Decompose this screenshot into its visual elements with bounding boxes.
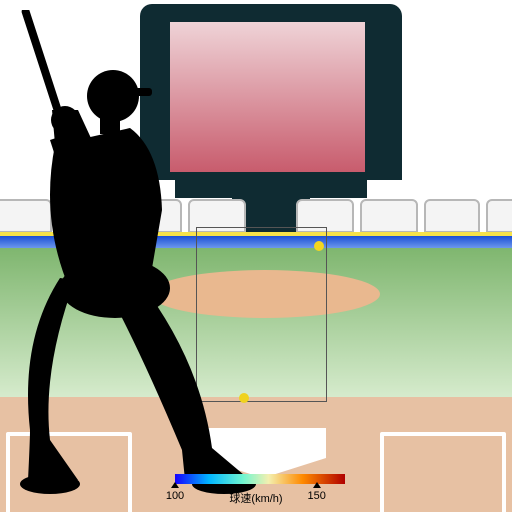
velocity-caption: 球速(km/h) (0, 490, 512, 506)
velocity-tick (313, 482, 321, 488)
batter-silhouette (0, 10, 280, 512)
stand-block (360, 199, 418, 233)
pitch-chart-canvas: 100150 球速(km/h) (0, 0, 512, 512)
pitch-marker (314, 241, 324, 251)
stand-block (486, 199, 512, 233)
stand-separator (418, 199, 422, 233)
stand-separator (480, 199, 484, 233)
velocity-colorbar: 100150 (175, 474, 345, 484)
stand-separator (354, 199, 358, 233)
stand-block (424, 199, 480, 233)
velocity-tick (171, 482, 179, 488)
